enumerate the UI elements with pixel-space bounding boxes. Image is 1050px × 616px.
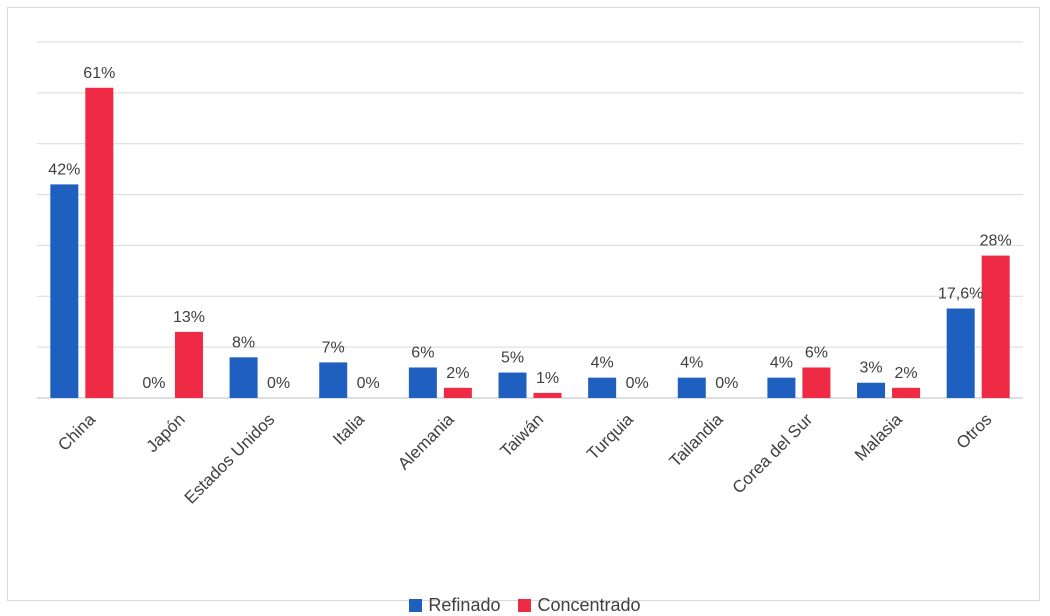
bar-concentrado (443, 387, 472, 398)
data-label-concentrado: 28% (980, 233, 1012, 250)
data-label-refinado: 3% (859, 360, 882, 377)
bar-concentrado (981, 255, 1010, 398)
bar-refinado (498, 372, 527, 398)
data-label-refinado: 0% (142, 375, 165, 392)
bar-refinado (408, 367, 437, 398)
category-label: Tailandia (666, 409, 727, 470)
bar-refinado (319, 362, 348, 398)
data-label-refinado: 4% (680, 355, 703, 372)
category-label: China (54, 409, 99, 454)
data-label-refinado: 4% (591, 355, 614, 372)
bar-refinado (767, 377, 796, 398)
legend-item-concentrado: Concentrado (518, 595, 641, 616)
data-label-concentrado: 6% (805, 344, 828, 361)
data-label-refinado: 5% (501, 350, 524, 367)
legend-swatch-refinado (409, 599, 423, 612)
data-label-refinado: 42% (48, 161, 80, 178)
bar-refinado (588, 377, 617, 398)
data-label-refinado: 7% (322, 339, 345, 356)
category-label: Turquia (583, 409, 637, 463)
chart-frame (7, 7, 1040, 601)
data-label-refinado: 4% (770, 355, 793, 372)
data-label-concentrado: 0% (715, 375, 738, 392)
bar-refinado (946, 308, 975, 398)
data-label-refinado: 6% (411, 344, 434, 361)
data-label-concentrado: 2% (446, 365, 469, 382)
bar-refinado (50, 184, 79, 398)
data-label-concentrado: 0% (357, 375, 380, 392)
data-label-refinado: 17,6% (938, 285, 983, 302)
legend-label-refinado: Refinado (428, 595, 501, 615)
bar-refinado (229, 357, 258, 398)
legend-item-refinado: Refinado (409, 595, 500, 616)
data-label-concentrado: 1% (536, 370, 559, 387)
data-label-concentrado: 13% (173, 309, 205, 326)
bar-refinado (677, 377, 706, 398)
category-label: Corea del Sur (729, 410, 817, 498)
data-label-refinado: 8% (232, 334, 255, 351)
bar-concentrado (533, 392, 562, 398)
data-label-concentrado: 0% (267, 375, 290, 392)
category-label: Japón (143, 410, 189, 456)
bars (50, 87, 1010, 399)
bar-refinado (857, 382, 886, 398)
data-label-concentrado: 2% (894, 365, 917, 382)
legend-swatch-concentrado (518, 599, 532, 612)
category-label: Taiwán (496, 410, 547, 461)
data-label-concentrado: 0% (626, 375, 649, 392)
legend-label-concentrado: Concentrado (537, 595, 641, 615)
category-label: Malasia (851, 410, 906, 465)
bar-concentrado (802, 367, 831, 398)
data-labels: 42% 61% 0% 13% 8% 0% 7% 0% 6% 2% 5% 1% 4% 0% 4% 0% 4% 6% 3… (48, 65, 1011, 392)
category-label: Italia (329, 410, 368, 449)
category-label: Estados Unidos (181, 410, 279, 508)
category-label: Alemania (394, 409, 458, 473)
bar-concentrado (892, 387, 921, 398)
data-label-concentrado: 61% (83, 65, 115, 82)
legend: Refinado Concentrado (0, 595, 1050, 616)
bar-concentrado (174, 331, 203, 398)
category-label: Otros (953, 410, 996, 453)
bar-concentrado (85, 87, 114, 399)
